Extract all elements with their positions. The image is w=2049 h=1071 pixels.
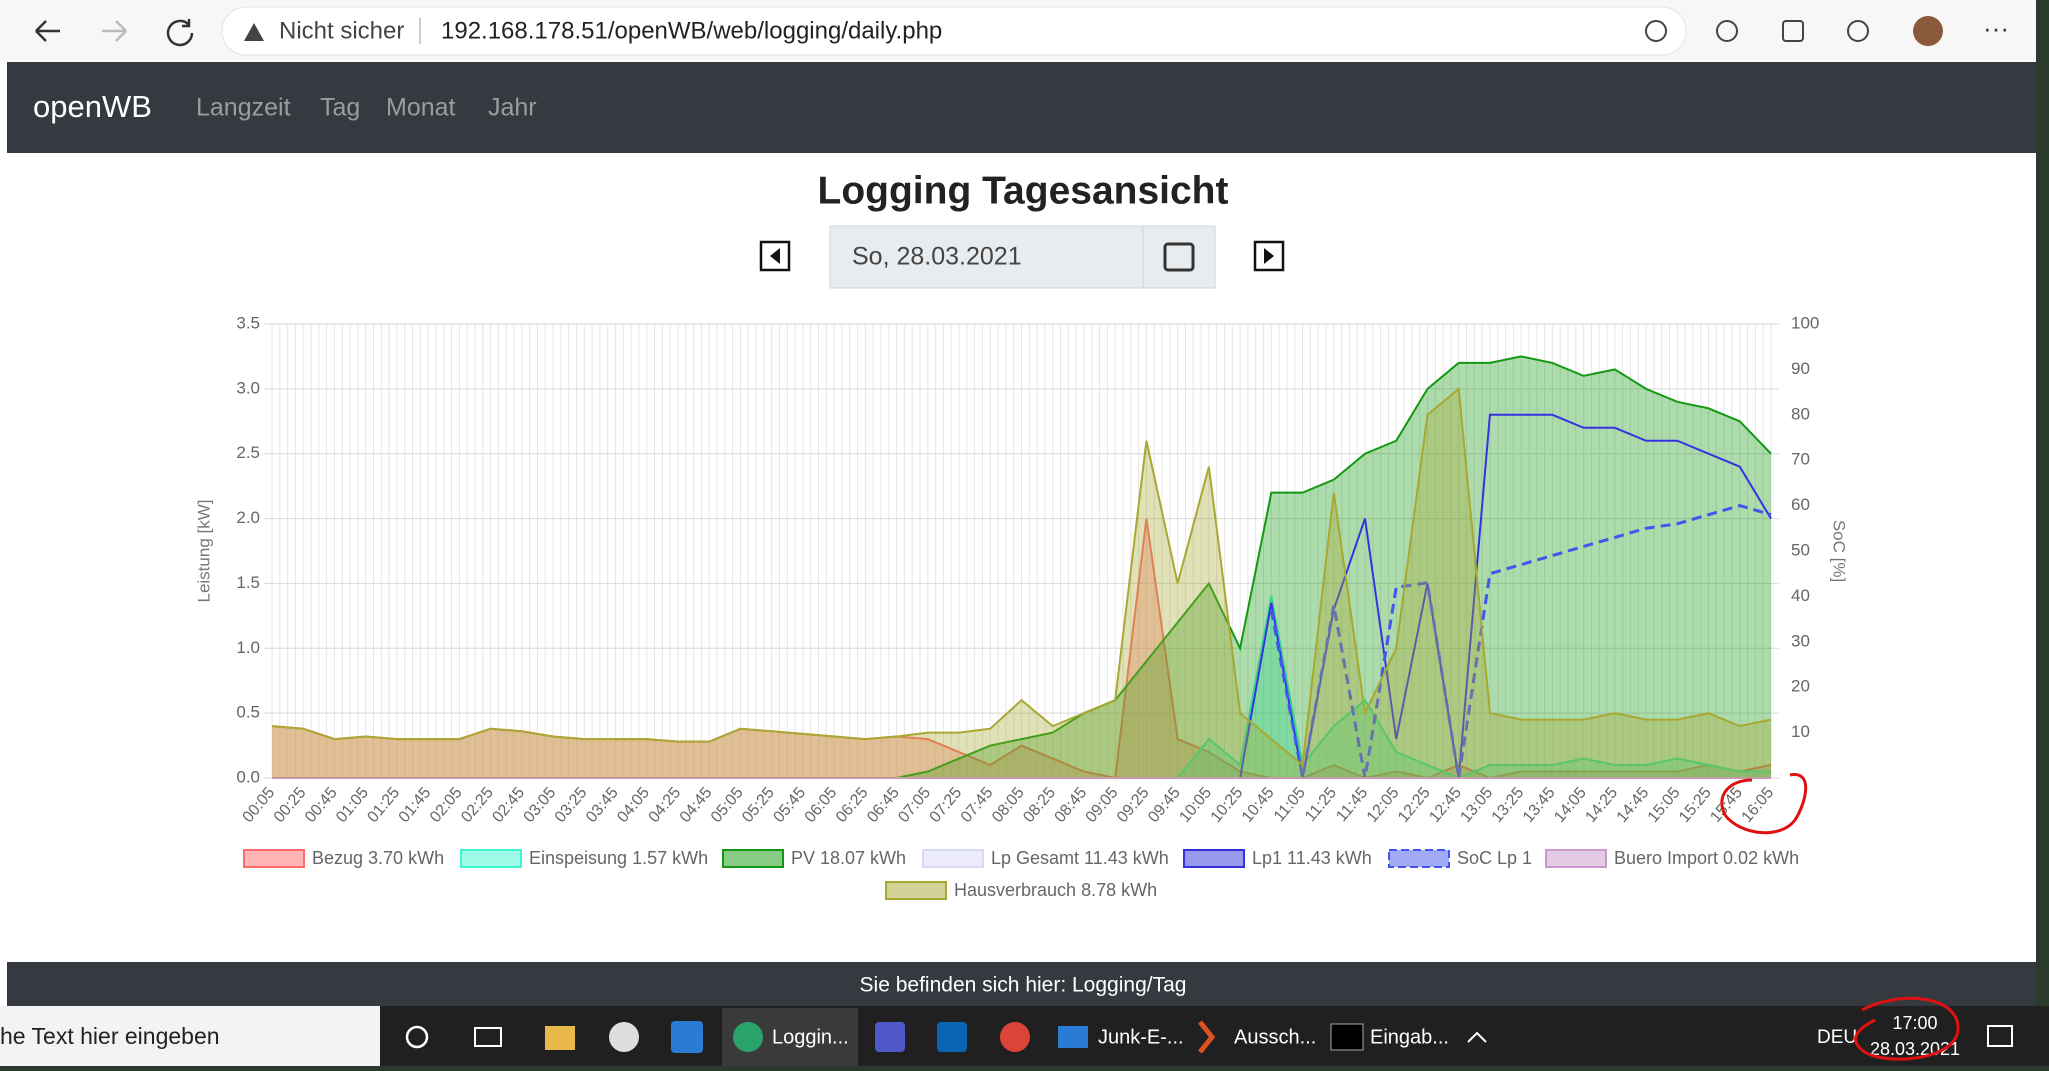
legend-swatch [460,849,522,868]
y-tick-label: 1.0 [236,638,260,657]
task-view-button[interactable] [474,1027,502,1047]
calendar-icon [1163,242,1195,272]
notifications-button[interactable] [1987,1025,2013,1047]
legend-label: PV 18.07 kWh [791,848,906,868]
y2-axis-title: SoC [%] [1830,520,1849,582]
address-bar[interactable] [221,6,1687,56]
explorer-icon[interactable] [545,1026,575,1050]
brand[interactable]: openWB [33,89,152,124]
search-box[interactable] [0,1006,380,1066]
outlook-icon[interactable] [937,1022,967,1052]
navbar [7,62,2036,153]
tray-expand[interactable] [1467,1031,1487,1043]
favorites-icon[interactable] [1716,20,1738,42]
annotation [1854,996,1960,1061]
y2-tick-label: 10 [1791,722,1810,741]
security-label[interactable]: Nicht sicher [279,17,404,44]
collections-icon[interactable] [1782,20,1804,42]
y2-tick-label: 60 [1791,495,1810,514]
app-label[interactable]: Eingab... [1370,1026,1449,1048]
app-icon[interactable] [671,1021,703,1053]
y-tick-label: 1.5 [236,573,260,592]
y-tick-label: 2.5 [236,443,260,462]
search-placeholder[interactable]: he Text hier eingeben [0,1023,220,1049]
warning-icon [244,23,264,41]
edge-icon [733,1022,763,1052]
nav-link[interactable]: Tag [320,94,360,122]
legend-label: Buero Import 0.02 kWh [1614,848,1799,868]
date-value[interactable]: So, 28.03.2021 [852,243,1022,271]
area-fill [272,518,1771,778]
y2-tick-label: 90 [1791,359,1810,378]
app-label[interactable]: Junk-E-... [1098,1026,1184,1048]
breadcrumb: Sie befinden sich hier: Logging/Tag [860,974,1187,997]
date-input[interactable] [829,225,1144,289]
legend-label: Lp Gesamt 11.43 kWh [991,848,1169,868]
legend-swatch [1183,849,1245,868]
y2-tick-label: 40 [1791,586,1810,605]
footer [7,962,2036,1006]
app-icon[interactable] [609,1022,639,1052]
area-fill [272,388,1771,778]
mail-icon[interactable] [1058,1026,1088,1048]
language[interactable]: DEU [1817,1027,1857,1048]
legend-label: SoC Lp 1 [1457,848,1532,868]
teams-icon[interactable] [875,1022,905,1052]
window [0,0,2036,1006]
app-label[interactable]: Aussch... [1234,1026,1316,1048]
y-tick-label: 3.0 [236,378,260,397]
y2-tick-label: 100 [1791,313,1819,332]
y2-tick-label: 30 [1791,631,1810,650]
area-fill [272,356,1771,778]
legend-label: Lp1 11.43 kWh [1252,848,1372,868]
forward-button[interactable] [102,20,127,42]
url[interactable]: 192.168.178.51/openWB/web/logging/daily.… [441,17,942,44]
legend-swatch [1545,849,1607,868]
calendar-button[interactable] [1142,225,1216,289]
y2-tick-label: 50 [1791,540,1810,559]
page-title: Logging Tagesansicht [818,169,1229,212]
snip-icon[interactable] [1198,1020,1216,1054]
profile-avatar[interactable] [1913,16,1943,46]
app-label[interactable]: Loggin... [772,1026,849,1048]
legend-swatch [885,881,947,900]
nav-link[interactable]: Monat [386,94,456,122]
prev-day-button[interactable] [759,240,791,272]
prev-arrow [770,248,780,264]
cmd-icon[interactable] [1330,1023,1364,1051]
y2-tick-label: 80 [1791,404,1810,423]
extensions-icon[interactable] [1847,20,1869,42]
y2-tick-label: 20 [1791,677,1810,696]
legend-swatch [1388,849,1450,868]
legend-swatch [722,849,784,868]
legend-swatch [243,849,305,868]
next-day-button[interactable] [1253,240,1285,272]
legend-label: Einspeisung 1.57 kWh [529,848,708,868]
cortana-button[interactable] [405,1025,429,1049]
y-axis-title: Leistung [kW] [194,500,213,603]
legend-label: Bezug 3.70 kWh [312,848,444,868]
next-arrow [1264,248,1274,264]
nav-link[interactable]: Jahr [488,94,537,122]
nav-link[interactable]: Langzeit [196,94,291,122]
menu-button[interactable]: ··· [1983,13,2009,43]
clock-time[interactable]: 17:00 [1892,1013,1937,1033]
y-tick-label: 0.5 [236,703,260,722]
y2-tick-label: 70 [1791,450,1810,469]
legend-swatch [922,849,984,868]
chrome-icon[interactable] [1000,1022,1030,1052]
reload-button[interactable] [166,19,194,47]
series-line [271,386,1772,767]
back-button[interactable] [35,20,60,42]
legend-label: Hausverbrauch 8.78 kWh [954,880,1157,900]
chart: 00:0500:2500:4501:0501:2501:4502:0502:25… [194,313,1849,900]
annotation [1720,773,1808,835]
favorite-icon[interactable] [1645,20,1667,42]
y-tick-label: 0.0 [236,767,260,786]
y-tick-label: 2.0 [236,508,260,527]
y-tick-label: 3.5 [236,313,260,332]
